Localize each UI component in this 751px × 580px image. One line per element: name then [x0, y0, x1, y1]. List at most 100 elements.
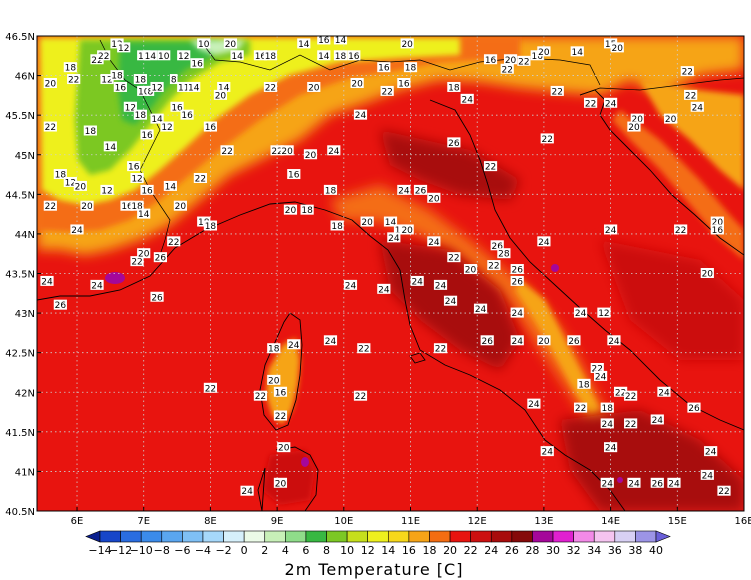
station-value-text: 18	[331, 222, 343, 232]
station-value: 18	[300, 204, 314, 216]
station-value-text: 18	[335, 52, 347, 62]
station-value: 24	[327, 145, 341, 157]
station-value-text: 20	[305, 151, 317, 161]
station-value-text: 24	[542, 448, 554, 458]
station-value-text: 22	[358, 345, 369, 355]
station-value-text: 20	[428, 194, 440, 204]
station-value-box	[90, 54, 104, 65]
colorbar-swatch	[305, 530, 327, 543]
station-value: 20	[137, 248, 151, 260]
station-value: 12	[123, 101, 137, 113]
station-value-text: 24	[288, 341, 300, 351]
station-value-box	[604, 224, 618, 235]
station-value-box	[143, 50, 157, 61]
station-value: 16	[113, 81, 127, 93]
station-value-box	[527, 398, 541, 409]
station-value-text: 24	[668, 479, 680, 489]
station-value-box	[187, 81, 201, 92]
station-value: 24	[473, 303, 488, 315]
station-value: 22	[253, 390, 268, 402]
station-value-box	[530, 50, 544, 61]
station-value-box	[317, 50, 331, 61]
station-value-box	[397, 78, 411, 88]
station-value-text: 16	[181, 111, 193, 121]
colorbar-swatch	[429, 530, 451, 543]
colorbar-tick-label: 8	[323, 544, 330, 557]
colorbar-swatch	[408, 530, 430, 543]
station-value-text: 18	[265, 52, 277, 62]
station-value-box	[263, 81, 278, 92]
station-value-box	[510, 335, 524, 346]
station-value: 20	[427, 192, 441, 204]
station-value-box	[704, 446, 718, 457]
colorbar-swatch	[552, 530, 574, 543]
station-value-box	[627, 121, 641, 132]
station-value: 14	[383, 216, 398, 228]
station-value-box	[303, 149, 318, 160]
station-value: 12	[177, 50, 191, 62]
station-value-box	[43, 121, 57, 132]
station-value-box	[473, 303, 488, 314]
station-value-text: 24	[378, 285, 390, 295]
station-value-box	[604, 97, 618, 108]
station-value-text: 11	[178, 83, 189, 93]
colorbar-swatch	[264, 530, 286, 543]
station-value: 26	[53, 299, 67, 311]
station-value: 16	[127, 161, 141, 173]
station-value-text: 18	[301, 206, 313, 216]
station-value: 16	[397, 78, 411, 90]
station-value-text: 26	[568, 337, 580, 347]
station-value-text: 24	[692, 103, 704, 113]
station-value-box	[610, 42, 624, 53]
station-value-text: 22	[131, 258, 142, 268]
station-value-box	[380, 85, 394, 96]
station-value-text: 22	[205, 384, 216, 394]
station-value-box	[664, 113, 678, 124]
station-value-box	[150, 291, 164, 302]
station-value-box	[607, 335, 621, 346]
station-value-text: 22	[45, 123, 56, 133]
station-value-text: 24	[605, 99, 617, 109]
station-value-text: 22	[68, 76, 79, 86]
colorbar-tick-label: 20	[443, 544, 457, 557]
station-value-box	[120, 200, 134, 211]
station-value-text: 18	[205, 222, 217, 232]
station-value: 14	[187, 81, 201, 93]
colorbar-tick-label: 10	[340, 544, 354, 557]
colorbar-tick-label: −4	[195, 544, 211, 557]
station-value: 10	[137, 85, 151, 97]
station-value: 22	[590, 363, 604, 375]
station-value-text: 14	[105, 143, 117, 153]
station-value: 16	[287, 169, 301, 181]
station-value: 22	[193, 173, 208, 185]
station-value-text: 8	[148, 87, 154, 97]
station-value-box	[263, 50, 278, 61]
colorbar-tick-label: −2	[215, 544, 231, 557]
station-value: 16	[483, 54, 498, 66]
station-value-text: 16	[485, 56, 497, 66]
station-value: 16	[170, 101, 184, 113]
coast-corsica	[259, 312, 303, 431]
station-value: 11	[177, 81, 191, 93]
station-value-box	[427, 236, 441, 247]
station-value-box	[137, 248, 151, 259]
station-value: 22	[220, 145, 234, 157]
station-value: 20	[537, 335, 551, 347]
hotspot-campania	[617, 477, 623, 483]
station-value: 26	[567, 335, 581, 347]
station-value-box	[220, 145, 234, 156]
coast-sardinia	[257, 446, 319, 511]
station-value: 24	[443, 295, 458, 307]
station-value-box	[497, 248, 511, 259]
station-value-text: 22	[448, 254, 459, 264]
colorbar-tick-label: 14	[381, 544, 395, 557]
colorbar-tick-label: 40	[649, 544, 663, 557]
station-value: 14	[103, 141, 117, 153]
station-value-box	[433, 343, 448, 354]
station-value: 22	[684, 89, 698, 101]
station-value: 24	[527, 398, 541, 410]
station-value-box	[573, 402, 588, 413]
station-value: 16	[120, 200, 134, 212]
station-value: 20	[173, 200, 188, 212]
